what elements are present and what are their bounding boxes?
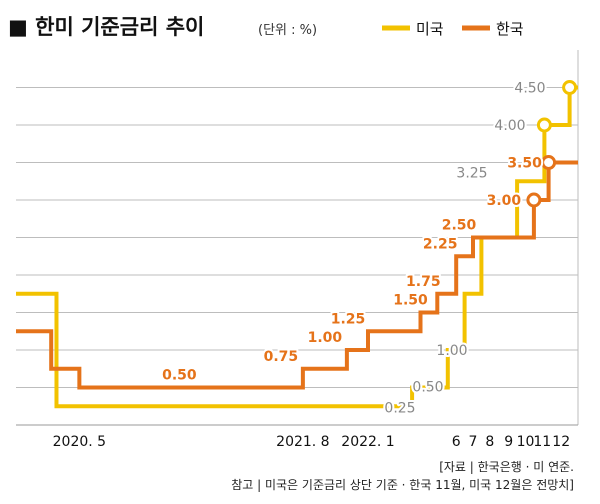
us-label-0.25: 0.25 bbox=[384, 400, 415, 416]
kr-label-0.50: 0.50 bbox=[162, 368, 197, 384]
grid-layer bbox=[16, 50, 579, 425]
us-label-4.00-halo: 4.00 bbox=[494, 118, 525, 134]
note-line: 참고 | 미국은 기준금리 상단 기준 · 한국 11월, 미국 12월은 전망… bbox=[231, 478, 574, 492]
us-label-3.25-halo: 3.25 bbox=[456, 165, 487, 181]
x-tick-label: 2020. 5 bbox=[53, 434, 106, 450]
kr-label-1.75-halo: 1.75 bbox=[406, 274, 441, 290]
us-label-4.00: 4.00 bbox=[494, 118, 525, 134]
marker-layer bbox=[526, 80, 578, 208]
kr-marker-3.50 bbox=[541, 155, 557, 170]
x-tick-label: 11 bbox=[533, 434, 551, 450]
kr-label-0.75: 0.75 bbox=[264, 349, 299, 365]
x-tick-label: 8 bbox=[485, 434, 494, 450]
kr-label-3.00-halo: 3.00 bbox=[487, 193, 522, 209]
kr-label-3.00: 3.00 bbox=[487, 193, 522, 209]
unit-note: (단위 : %) bbox=[258, 23, 317, 38]
us-marker-4.50 bbox=[562, 80, 578, 95]
kr-label-1.25: 1.25 bbox=[331, 311, 366, 327]
us-label-0.25-halo: 0.25 bbox=[384, 400, 415, 416]
label-layer: 0.500.500.750.751.001.001.251.251.501.50… bbox=[160, 79, 547, 419]
kr-label-1.00: 1.00 bbox=[308, 330, 343, 346]
kr-label-1.50-halo: 1.50 bbox=[393, 293, 428, 309]
kr-rate-line bbox=[16, 160, 578, 390]
source-line: [자료 | 한국은행 · 미 연준. bbox=[439, 460, 574, 474]
kr-label-3.50-halo: 3.50 bbox=[507, 156, 542, 172]
kr-label-2.50: 2.50 bbox=[442, 218, 477, 234]
us-label-4.50-halo: 4.50 bbox=[514, 81, 545, 97]
kr-label-3.50: 3.50 bbox=[507, 156, 542, 172]
chart-title: ■ 한미 기준금리 추이 bbox=[8, 15, 204, 39]
kr-label-1.00-halo: 1.00 bbox=[308, 330, 343, 346]
kr-marker-3.00 bbox=[526, 192, 542, 208]
x-tick-label: 10 bbox=[517, 434, 535, 450]
kr-label-1.25-halo: 1.25 bbox=[331, 311, 366, 327]
us-label-1.00-halo: 1.00 bbox=[436, 343, 467, 359]
us-label-0.50-halo: 0.50 bbox=[412, 380, 443, 396]
us-marker-4.00 bbox=[536, 117, 552, 133]
x-tick-label: 12 bbox=[552, 434, 570, 450]
kr-label-1.50: 1.50 bbox=[393, 293, 428, 309]
kr-label-2.25: 2.25 bbox=[423, 236, 458, 252]
us-label-4.50: 4.50 bbox=[514, 81, 545, 97]
x-tick-label: 2022. 1 bbox=[341, 434, 394, 450]
us-label-0.50: 0.50 bbox=[412, 380, 443, 396]
x-tick-label: 7 bbox=[469, 434, 478, 450]
x-tick-label: 2021. 8 bbox=[276, 434, 329, 450]
us-label-3.25: 3.25 bbox=[456, 165, 487, 181]
kr-label-0.75-halo: 0.75 bbox=[264, 349, 299, 365]
x-tick-label: 9 bbox=[504, 434, 513, 450]
x-tick-label: 6 bbox=[452, 434, 461, 450]
kr-label-2.25-halo: 2.25 bbox=[423, 236, 458, 252]
kr-label-1.75: 1.75 bbox=[406, 274, 441, 290]
legend-us-label: 미국 bbox=[416, 20, 444, 38]
kr-label-0.50-halo: 0.50 bbox=[162, 368, 197, 384]
legend-kr-label: 한국 bbox=[496, 20, 524, 38]
us-label-1.00: 1.00 bbox=[436, 343, 467, 359]
kr-label-2.50-halo: 2.50 bbox=[442, 218, 477, 234]
